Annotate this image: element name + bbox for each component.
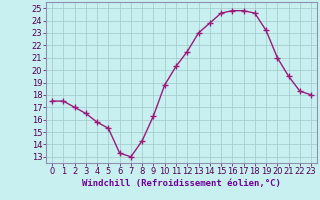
- X-axis label: Windchill (Refroidissement éolien,°C): Windchill (Refroidissement éolien,°C): [82, 179, 281, 188]
